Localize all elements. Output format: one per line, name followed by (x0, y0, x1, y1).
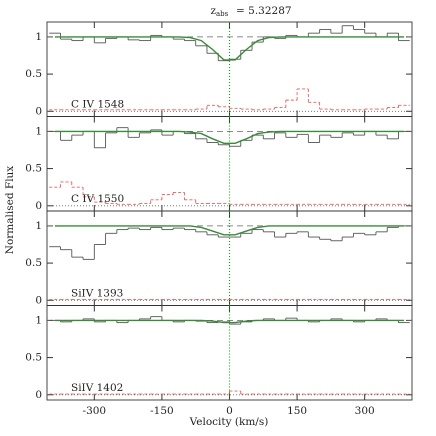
y-tick-label: 0.5 (25, 352, 42, 364)
title-sub: abs (216, 10, 229, 18)
y-tick-label: 1 (35, 220, 42, 232)
panel-label: SiIV 1402 (71, 382, 123, 394)
panel-label: C IV 1550 (71, 193, 124, 205)
title-value: = 5.32287 (236, 5, 292, 17)
x-tick-label: 150 (287, 405, 307, 417)
y-tick-label: 0 (35, 294, 42, 306)
fit-line (54, 225, 405, 236)
y-tick-label: 0 (35, 105, 42, 117)
y-tick-label: 0.5 (25, 257, 42, 269)
y-tick-label: 0.5 (25, 68, 42, 80)
y-tick-label: 1 (35, 31, 42, 43)
x-axis-label: Velocity (km/s) (189, 416, 269, 428)
x-tick-label: 300 (355, 405, 375, 417)
y-tick-label: 1 (35, 314, 42, 326)
fit-line (54, 319, 405, 324)
fit-line (54, 130, 405, 144)
y-tick-label: 1 (35, 125, 42, 137)
y-tick-label: 0 (35, 200, 42, 212)
panel-label: C IV 1548 (71, 99, 124, 111)
title-z: z (210, 5, 216, 17)
panel-label: SiIV 1393 (71, 288, 123, 300)
x-tick-label: -150 (150, 405, 174, 417)
fit-line (54, 36, 405, 61)
y-tick-label: 0 (35, 389, 42, 401)
x-tick-label: 0 (226, 405, 233, 417)
y-tick-label: 0.5 (25, 163, 42, 175)
y-axis-label: Normalised Flux (4, 166, 16, 255)
x-tick-label: -300 (83, 405, 107, 417)
